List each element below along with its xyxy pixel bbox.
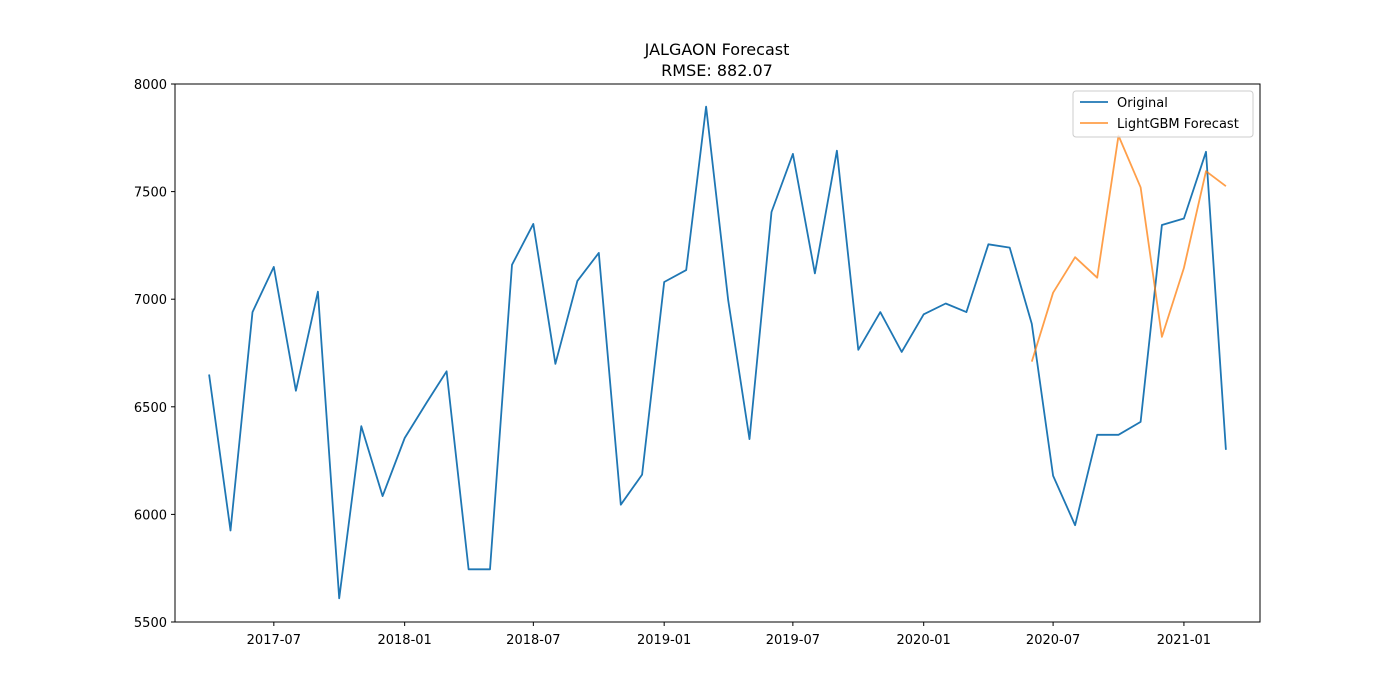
x-tick-label-6: 2020-07 (1026, 633, 1080, 648)
chart-title: JALGAON Forecast (644, 40, 790, 59)
y-tick-label-4: 7500 (134, 186, 167, 201)
series-line-0 (208, 105, 1227, 600)
x-tick-label-1: 2018-01 (377, 633, 431, 648)
series-line-1 (1030, 134, 1227, 362)
legend-label-original: Original (1117, 96, 1168, 111)
series-layer (208, 105, 1227, 600)
legend-label-forecast: LightGBM Forecast (1117, 117, 1239, 132)
x-tick-label-5: 2020-01 (897, 633, 951, 648)
x-axis: 2017-07 2018-01 2018-07 2019-01 2019-07 2020-… (247, 622, 1211, 648)
y-tick-label-2: 6500 (134, 401, 167, 416)
chart-subtitle: RMSE: 882.07 (661, 61, 773, 80)
x-tick-label-7: 2021-01 (1157, 633, 1211, 648)
x-tick-label-3: 2019-01 (637, 633, 691, 648)
plot-frame (174, 83, 1261, 623)
y-tick-label-1: 6000 (134, 508, 167, 523)
x-tick-label-0: 2017-07 (247, 633, 301, 648)
x-tick-label-2: 2018-07 (506, 633, 560, 648)
legend-box (1072, 90, 1254, 138)
legend: Original LightGBM Forecast (1072, 90, 1254, 138)
y-axis: 5500 6000 6500 7000 7500 8000 (134, 78, 175, 631)
x-tick-label-4: 2019-07 (766, 633, 820, 648)
y-tick-label-3: 7000 (134, 293, 167, 308)
y-tick-label-5: 8000 (134, 78, 167, 93)
y-tick-label-0: 5500 (134, 616, 167, 631)
